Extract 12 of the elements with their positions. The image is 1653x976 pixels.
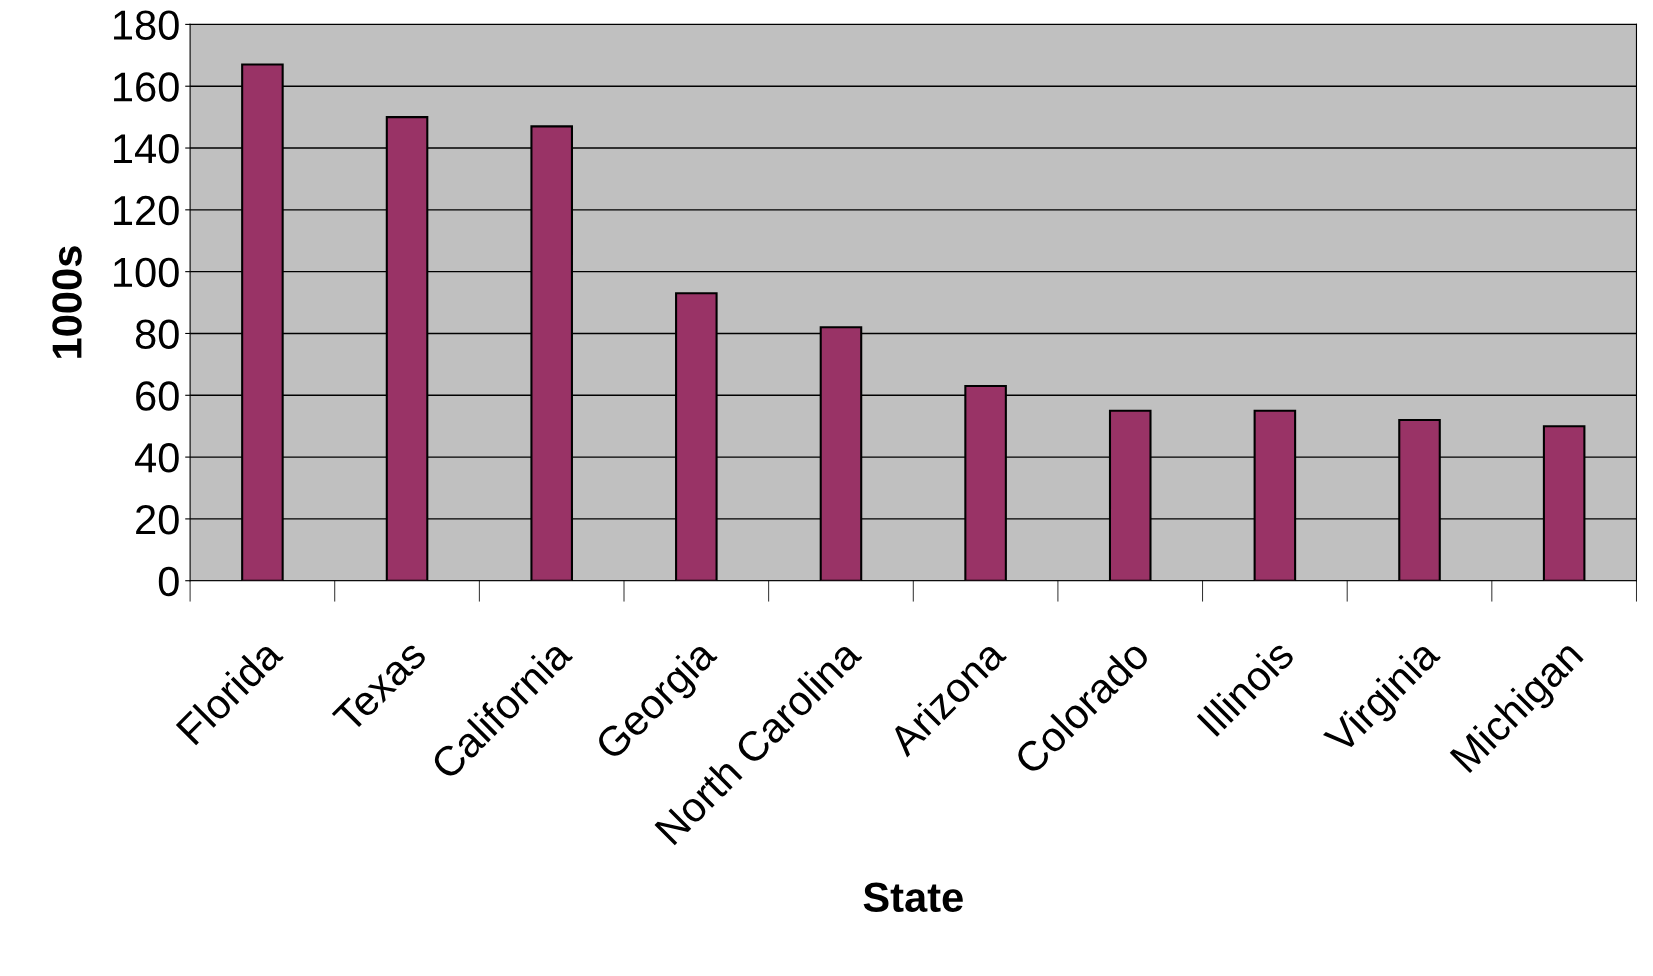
- y-tick-label: 80: [135, 319, 179, 349]
- y-tick-label: 20: [136, 504, 179, 535]
- y-axis-title: 1000s: [52, 246, 82, 358]
- y-tick-label: 0: [158, 566, 179, 597]
- y-tick-label: 120: [114, 195, 179, 226]
- y-tick-label: 60: [136, 381, 179, 411]
- x-axis-title: State: [863, 882, 963, 913]
- y-tick-label: 180: [114, 10, 179, 40]
- y-tick-label: 100: [114, 257, 179, 288]
- y-tick-label: 140: [114, 134, 179, 164]
- y-tick-label: 40: [134, 443, 179, 473]
- y-tick-label: 160: [114, 72, 179, 102]
